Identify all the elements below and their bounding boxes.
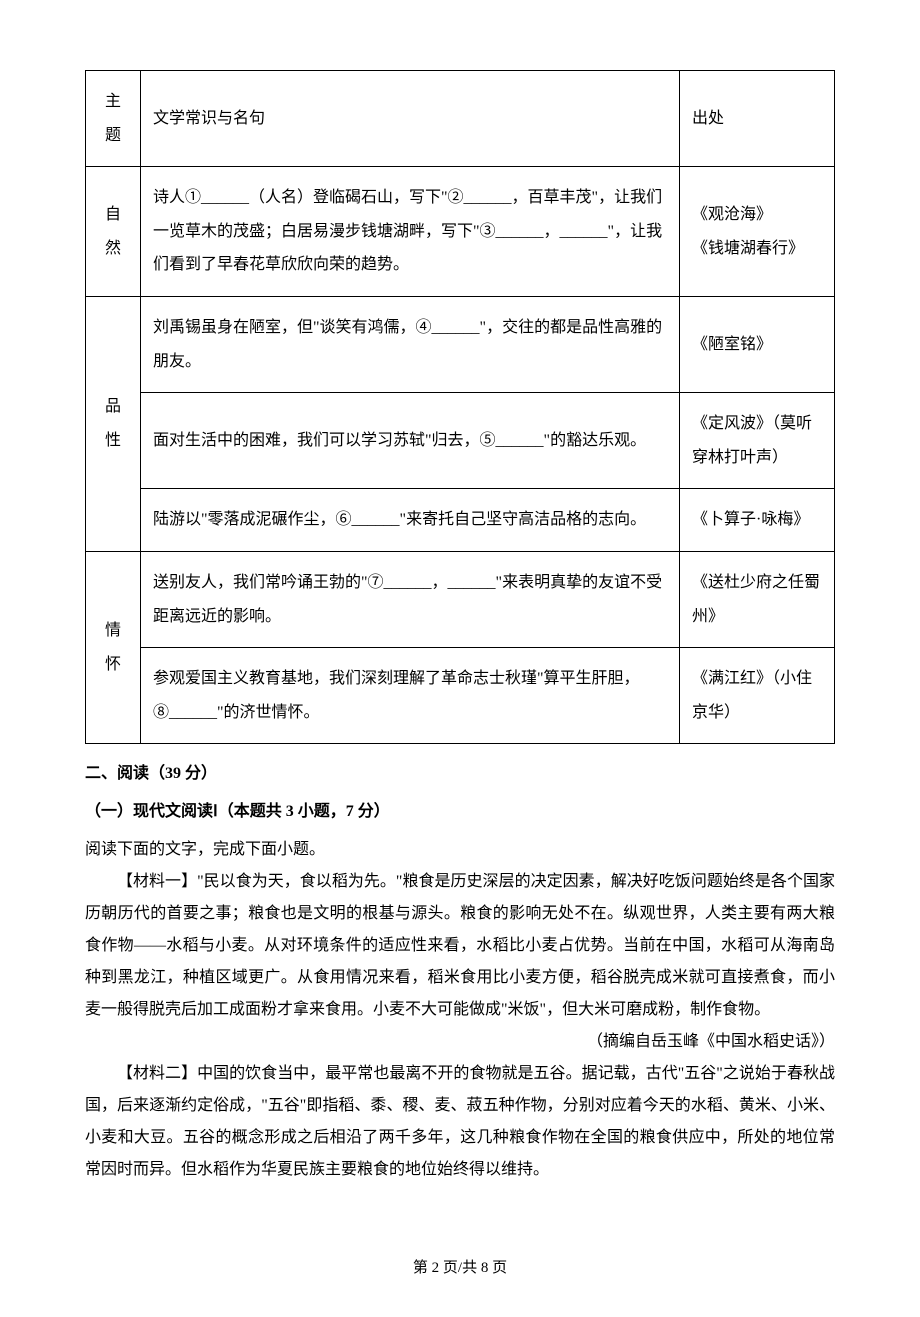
content-cell: 面对生活中的困难，我们可以学习苏轼"归去，⑤______"的豁达乐观。 bbox=[141, 393, 680, 489]
content-cell: 刘禹锡虽身在陋室，但"谈笑有鸿儒，④______"，交往的都是品性高雅的朋友。 bbox=[141, 296, 680, 392]
source-cell: 《陋室铭》 bbox=[680, 296, 835, 392]
table-row: 自然 诗人①______（人名）登临碣石山，写下"②______，百草丰茂"，让… bbox=[86, 167, 835, 297]
header-source: 出处 bbox=[680, 71, 835, 167]
section-2-title: 二、阅读（39 分） bbox=[85, 758, 835, 790]
header-content: 文学常识与名句 bbox=[141, 71, 680, 167]
table-row: 情怀 送别友人，我们常吟诵王勃的"⑦______，______"来表明真挚的友谊… bbox=[86, 551, 835, 647]
theme-cell: 品性 bbox=[86, 296, 141, 551]
subsection-1-title: （一）现代文阅读Ⅰ（本题共 3 小题，7 分） bbox=[85, 796, 835, 828]
table-row: 陆游以"零落成泥碾作尘，⑥______"来寄托自己坚守高洁品格的志向。 《卜算子… bbox=[86, 489, 835, 552]
content-cell: 参观爱国主义教育基地，我们深刻理解了革命志士秋瑾"算平生肝胆，⑧______"的… bbox=[141, 648, 680, 744]
reading-prompt: 阅读下面的文字，完成下面小题。 bbox=[85, 834, 835, 866]
source-cell: 《定风波》（莫听穿林打叶声） bbox=[680, 393, 835, 489]
poetry-table: 主题 文学常识与名句 出处 自然 诗人①______（人名）登临碣石山，写下"②… bbox=[85, 70, 835, 744]
material-1-source: （摘编自岳玉峰《中国水稻史话》） bbox=[85, 1026, 835, 1058]
source-cell: 《卜算子·咏梅》 bbox=[680, 489, 835, 552]
table-row: 品性 刘禹锡虽身在陋室，但"谈笑有鸿儒，④______"，交往的都是品性高雅的朋… bbox=[86, 296, 835, 392]
source-cell: 《观沧海》 《钱塘湖春行》 bbox=[680, 167, 835, 297]
theme-cell: 自然 bbox=[86, 167, 141, 297]
material-2-body: 【材料二】中国的饮食当中，最平常也最离不开的食物就是五谷。据记载，古代"五谷"之… bbox=[85, 1058, 835, 1186]
page-footer: 第 2 页/共 8 页 bbox=[85, 1256, 835, 1277]
material-1-body: 【材料一】"民以食为天，食以稻为先。"粮食是历史深层的决定因素，解决好吃饭问题始… bbox=[85, 866, 835, 1026]
theme-cell: 情怀 bbox=[86, 551, 141, 743]
content-cell: 诗人①______（人名）登临碣石山，写下"②______，百草丰茂"，让我们一… bbox=[141, 167, 680, 297]
table-row: 参观爱国主义教育基地，我们深刻理解了革命志士秋瑾"算平生肝胆，⑧______"的… bbox=[86, 648, 835, 744]
source-cell: 《送杜少府之任蜀州》 bbox=[680, 551, 835, 647]
content-cell: 陆游以"零落成泥碾作尘，⑥______"来寄托自己坚守高洁品格的志向。 bbox=[141, 489, 680, 552]
table-row: 面对生活中的困难，我们可以学习苏轼"归去，⑤______"的豁达乐观。 《定风波… bbox=[86, 393, 835, 489]
content-cell: 送别友人，我们常吟诵王勃的"⑦______，______"来表明真挚的友谊不受距… bbox=[141, 551, 680, 647]
header-theme: 主题 bbox=[86, 71, 141, 167]
source-cell: 《满江红》（小住京华） bbox=[680, 648, 835, 744]
table-header-row: 主题 文学常识与名句 出处 bbox=[86, 71, 835, 167]
